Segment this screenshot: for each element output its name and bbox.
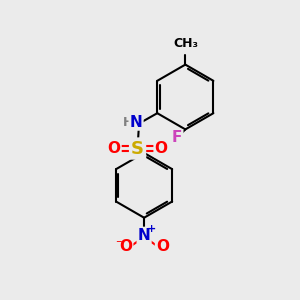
Text: O: O bbox=[119, 239, 132, 254]
Text: O: O bbox=[107, 141, 121, 156]
Text: O: O bbox=[156, 239, 169, 254]
Text: ⁻: ⁻ bbox=[116, 238, 122, 251]
Text: +: + bbox=[147, 224, 156, 234]
Text: O: O bbox=[154, 141, 168, 156]
Text: H: H bbox=[123, 116, 133, 128]
Text: CH₃: CH₃ bbox=[173, 38, 198, 50]
Text: S: S bbox=[131, 140, 144, 158]
Text: F: F bbox=[172, 130, 182, 145]
Text: N: N bbox=[138, 228, 151, 243]
Text: N: N bbox=[130, 115, 142, 130]
